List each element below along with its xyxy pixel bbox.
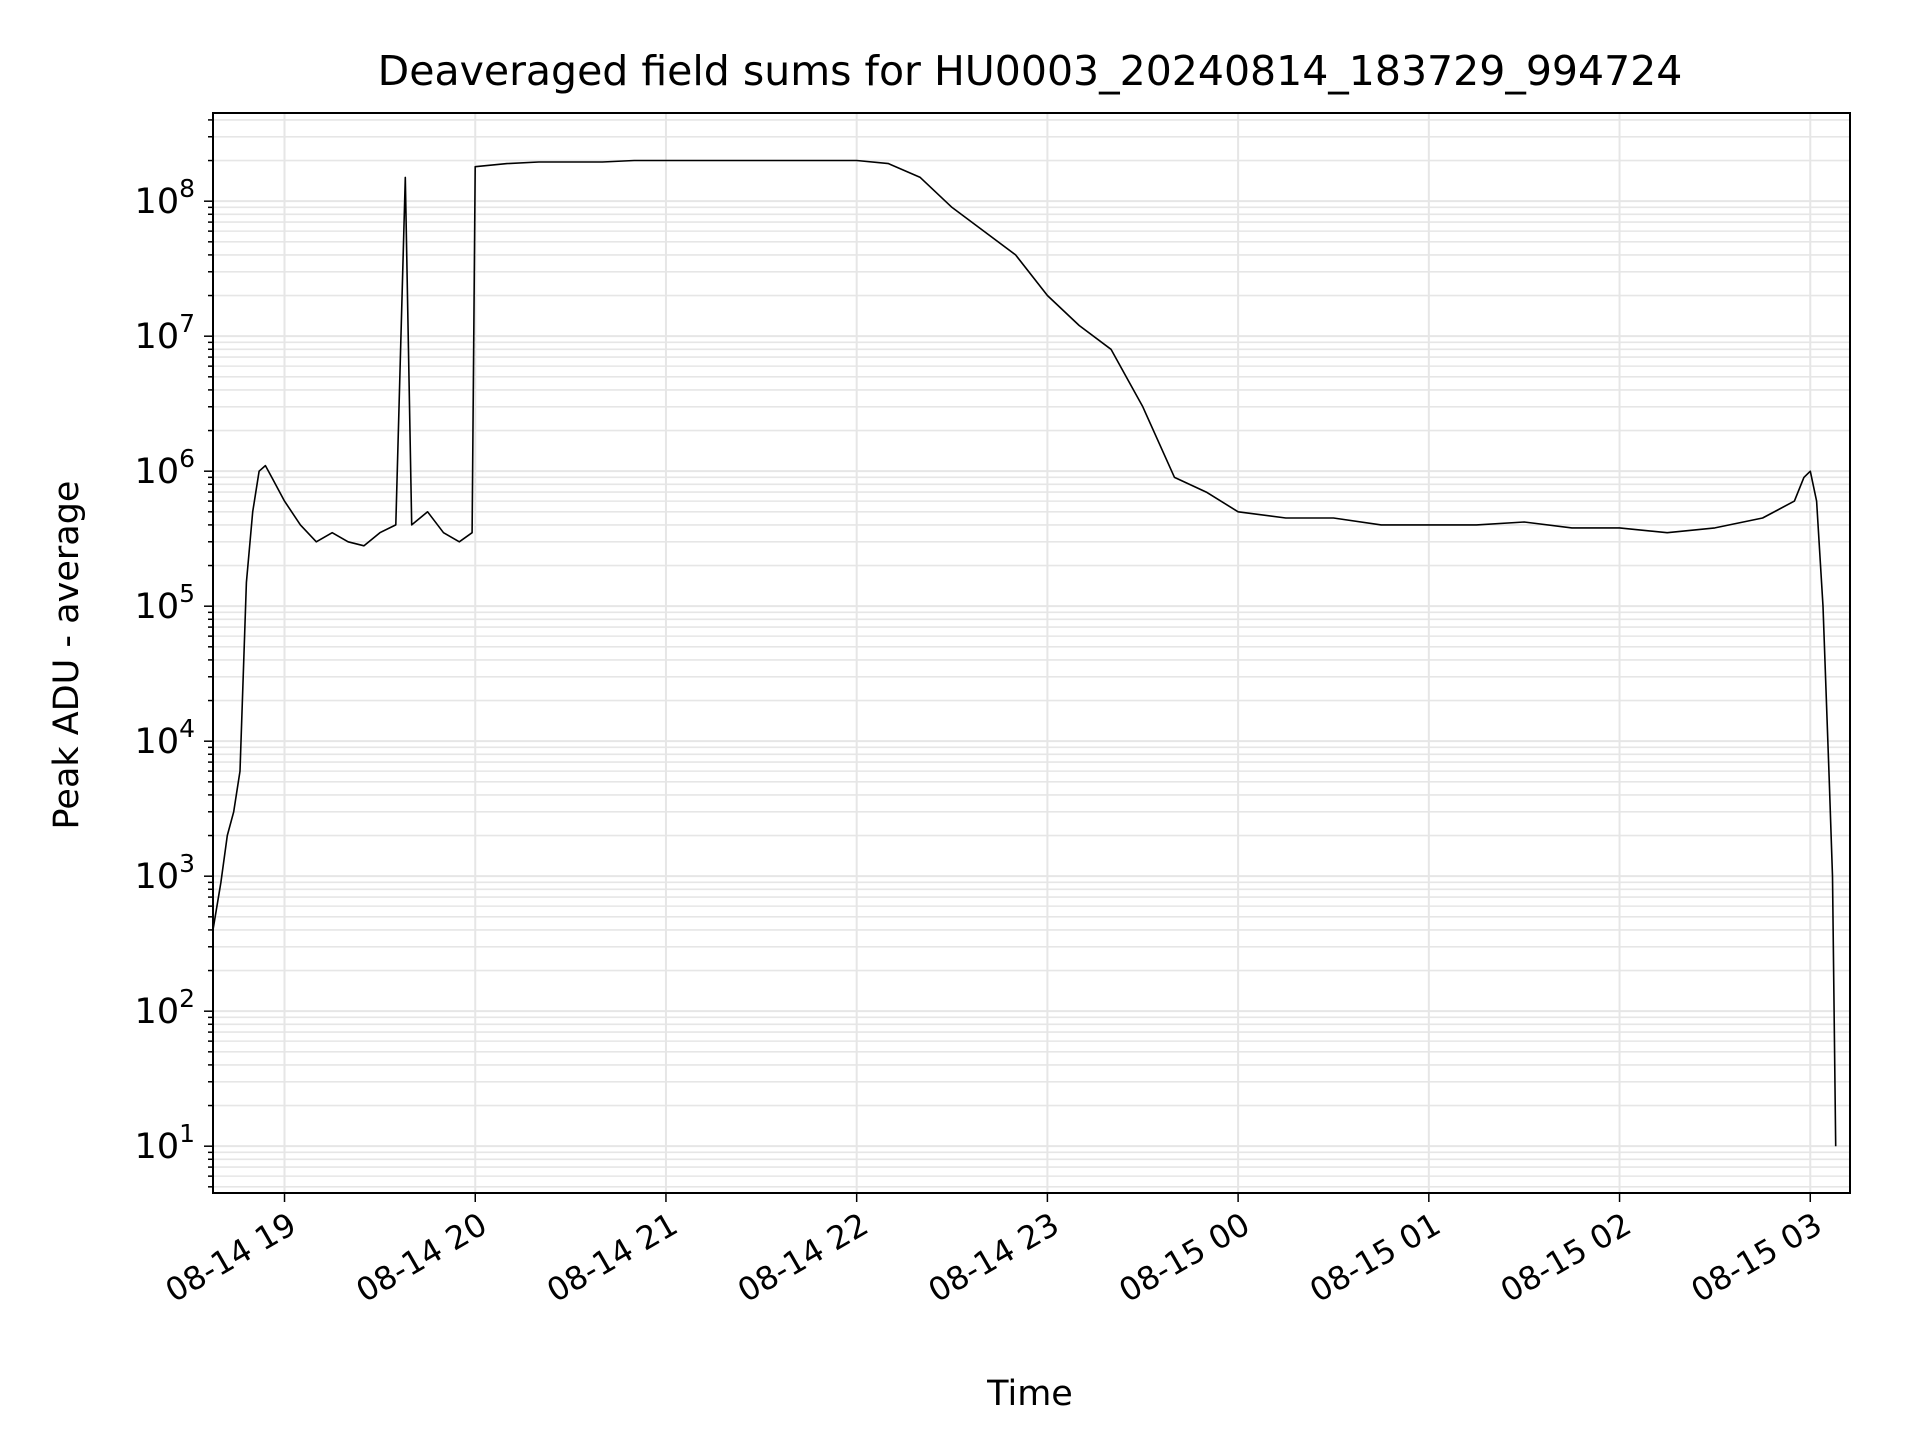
y-tick-label: 101 — [135, 1119, 195, 1167]
x-axis-label: Time — [986, 1374, 1073, 1414]
axes-frame — [212, 112, 1851, 1194]
y-axis-label: Peak ADU - average — [47, 481, 87, 830]
y-tick-label: 106 — [135, 444, 195, 492]
series-layer — [212, 159, 1837, 1147]
grid — [213, 113, 1850, 1193]
y-tick-label: 108 — [135, 174, 195, 222]
y-tick-label: 107 — [135, 309, 195, 357]
y-tick-label: 103 — [135, 849, 195, 897]
series-line-0 — [212, 159, 1837, 1147]
y-tick-label: 102 — [135, 984, 195, 1032]
y-tick-label: 104 — [135, 714, 195, 762]
chart-title: Deaveraged field sums for HU0003_2024081… — [378, 47, 1683, 95]
y-tick-label: 105 — [135, 579, 195, 627]
